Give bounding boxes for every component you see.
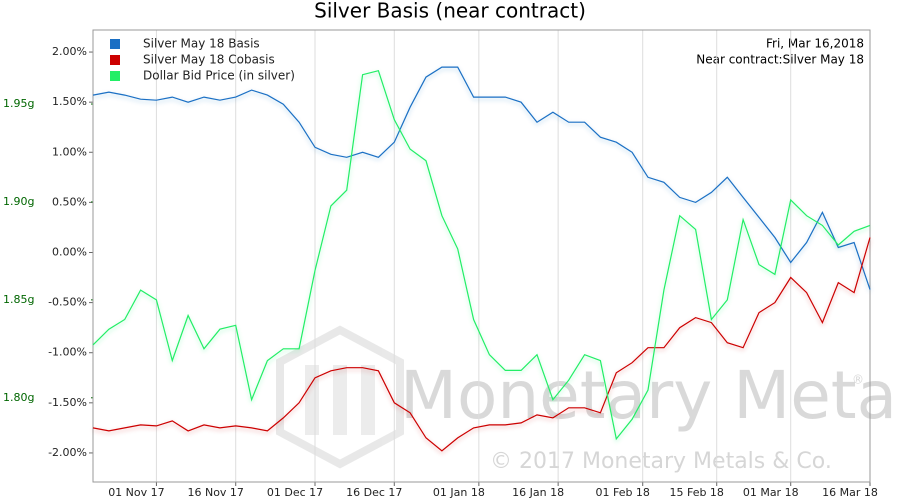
legend-swatch bbox=[110, 55, 120, 65]
series-line bbox=[92, 237, 871, 452]
y-tick-label: 0.50% bbox=[52, 195, 87, 208]
x-tick-label: 01 Nov 17 bbox=[108, 486, 164, 499]
y-tick-label: 1.00% bbox=[52, 145, 87, 158]
y-tick-label: 2.00% bbox=[52, 45, 87, 58]
x-tick-label: 16 Mar 18 bbox=[822, 486, 878, 499]
x-tick-label: 15 Feb 18 bbox=[669, 486, 723, 499]
series-line bbox=[92, 66, 871, 290]
x-tick-label: 01 Jan 18 bbox=[433, 486, 485, 499]
annotation: Fri, Mar 16,2018 bbox=[766, 37, 864, 51]
series-line bbox=[92, 69, 871, 441]
plot-frame bbox=[92, 29, 871, 483]
y-tick-label: 0.00% bbox=[52, 245, 87, 258]
watermark: ® bbox=[852, 373, 864, 387]
chart-title: Silver Basis (near contract) bbox=[314, 0, 586, 23]
y-tick-label: -1.50% bbox=[48, 396, 87, 409]
watermark: Monetary Metals bbox=[400, 357, 900, 434]
y2-tick-label: 1.95g bbox=[3, 97, 34, 110]
y2-tick-label: 1.80g bbox=[3, 391, 34, 404]
legend-label: Silver May 18 Basis bbox=[143, 37, 260, 51]
x-tick-label: 16 Nov 17 bbox=[187, 486, 243, 499]
legend-label: Silver May 18 Cobasis bbox=[143, 53, 275, 67]
x-tick-label: 01 Mar 18 bbox=[743, 486, 799, 499]
watermark: © 2017 Monetary Metals & Co. bbox=[490, 449, 832, 474]
y-tick-label: 1.50% bbox=[52, 95, 87, 108]
y2-tick-label: 1.85g bbox=[3, 293, 34, 306]
y-tick-label: -2.00% bbox=[48, 446, 87, 459]
y-tick-label: -0.50% bbox=[48, 296, 87, 309]
x-tick-label: 01 Feb 18 bbox=[595, 486, 649, 499]
y2-tick-label: 1.90g bbox=[3, 195, 34, 208]
legend-swatch bbox=[110, 39, 120, 49]
x-tick-label: 01 Dec 17 bbox=[267, 486, 323, 499]
x-tick-label: 16 Dec 17 bbox=[346, 486, 402, 499]
annotation: Near contract:Silver May 18 bbox=[696, 53, 864, 67]
legend-label: Dollar Bid Price (in silver) bbox=[143, 69, 295, 83]
x-tick-label: 16 Jan 18 bbox=[512, 486, 564, 499]
legend-swatch bbox=[110, 71, 120, 81]
y-tick-label: -1.00% bbox=[48, 346, 87, 359]
